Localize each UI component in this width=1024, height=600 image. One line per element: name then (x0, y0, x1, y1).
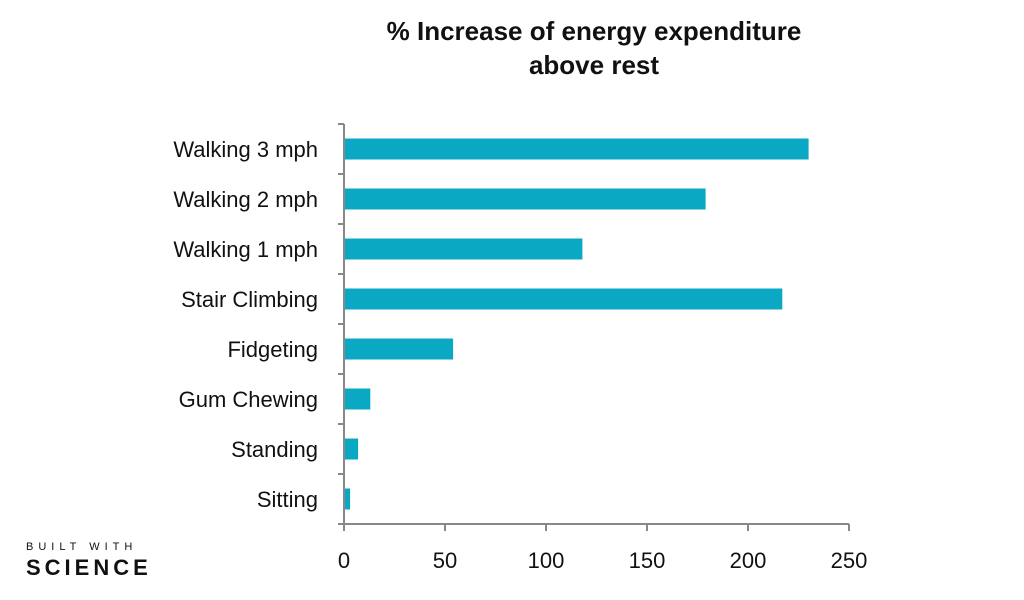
bar-5 (344, 338, 454, 360)
axes (338, 123, 850, 531)
category-label: Sitting (257, 487, 318, 512)
category-label: Walking 3 mph (173, 137, 318, 162)
category-label: Gum Chewing (179, 387, 318, 412)
bar-6 (344, 388, 371, 410)
brand-logo-line-2: SCIENCE (26, 555, 152, 580)
category-label: Fidgeting (227, 337, 318, 362)
category-labels: Walking 3 mph Walking 2 mph Walking 1 mph S… (173, 137, 318, 512)
bars-layer (344, 138, 809, 510)
category-label: Standing (231, 437, 318, 462)
bar-2 (344, 188, 706, 210)
bar-1 (344, 138, 809, 160)
x-tick-label: 150 (629, 548, 666, 573)
bar-7 (344, 438, 359, 460)
category-label: Walking 1 mph (173, 237, 318, 262)
category-label: Stair Climbing (181, 287, 318, 312)
bar-8 (344, 488, 351, 510)
brand-logo: BUILT WITH SCIENCE (26, 540, 156, 582)
x-tick-label: 50 (433, 548, 457, 573)
bar-3 (344, 238, 583, 260)
chart-title: % Increase of energy expenditure above r… (244, 14, 944, 82)
brand-logo-line-1: BUILT WITH (26, 541, 138, 553)
x-tick-label: 250 (831, 548, 868, 573)
chart-title-line-2: above rest (528, 50, 660, 80)
x-tick-label: 0 (338, 548, 350, 573)
x-tick-label: 200 (730, 548, 767, 573)
x-tick-label: 100 (528, 548, 565, 573)
category-label: Walking 2 mph (173, 187, 318, 212)
x-tick-labels: 0 50 100 150 200 250 (338, 548, 867, 573)
chart-title-line-1: % Increase of energy expenditure (386, 16, 802, 46)
bar-4 (344, 288, 783, 310)
